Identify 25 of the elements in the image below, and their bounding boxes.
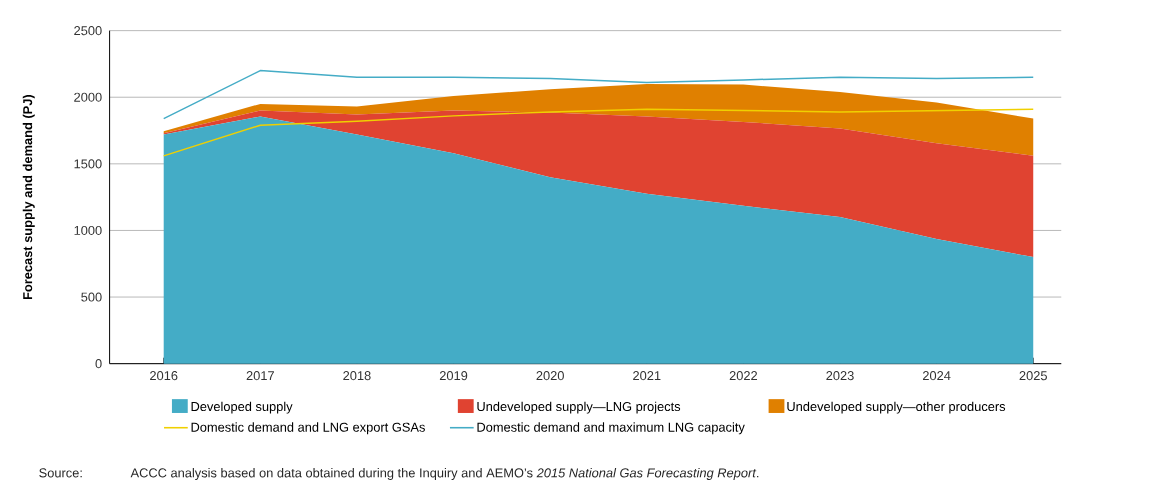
x-tick-label: 2021 [633,370,661,381]
x-tick-label: 2016 [150,370,178,381]
x-tick-label: 2017 [246,370,274,381]
line-series [162,69,1034,120]
legend-label: Undeveloped supply—other producers [787,401,1006,414]
y-tick-label: 500 [81,292,102,302]
y-tick-label: 2000 [74,92,102,102]
x-tick-label: 2023 [826,370,854,381]
y-axis-title: Forecast supply and demand (PJ) [22,94,35,299]
x-tick-label: 2024 [922,370,951,381]
x-tick-label: 2020 [536,370,564,381]
x-tick-label: 2018 [343,370,371,381]
x-tick-label: 2019 [439,370,468,381]
source-note: Source: [39,468,82,478]
y-tick-label: 1000 [74,225,102,235]
legend-label: Developed supply [191,401,293,414]
y-tick-label: 0 [95,358,102,369]
legend-label: Domestic demand and LNG export GSAs [191,422,425,435]
text: ACCC analysis based on data obtained during the Inquiry and AEMO’s 2015 National Gas Forecasting Report. [130,467,759,480]
x-tick-label: 2025 [1019,370,1047,381]
y-tick-label: 1500 [74,159,102,169]
x-tick-label: 2022 [729,370,758,381]
legend-label: Undeveloped supply—LNG projects [477,401,681,414]
legend-label: Domestic demand and maximum LNG capacity [477,422,745,435]
y-tick-label: 2500 [74,25,102,36]
